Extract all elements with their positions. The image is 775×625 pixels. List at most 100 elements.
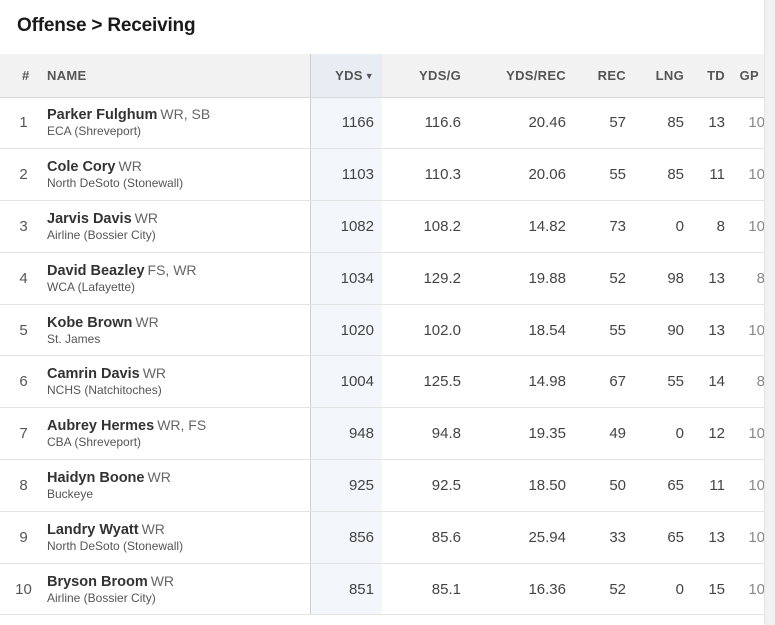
player-school: ECA (Shreveport) bbox=[47, 124, 142, 139]
header-rec[interactable]: REC bbox=[574, 54, 634, 98]
yds-per-game-cell: 85.1 bbox=[382, 563, 469, 616]
yds-per-game-cell: 92.5 bbox=[382, 459, 469, 512]
player-name-link[interactable]: Haidyn Boone bbox=[47, 469, 145, 486]
player-cell: Parker Fulghum WR, SB ECA (Shreveport) bbox=[47, 97, 311, 150]
player-name-link[interactable]: Aubrey Hermes bbox=[47, 418, 155, 435]
lng-cell: 0 bbox=[634, 200, 692, 253]
yds-per-game-cell: 108.2 bbox=[382, 200, 469, 253]
vertical-scrollbar[interactable] bbox=[764, 0, 775, 625]
yds-per-rec-cell: 19.88 bbox=[469, 252, 574, 305]
header-yds-per-rec[interactable]: YDS/REC bbox=[469, 54, 574, 98]
yds-cell: 925 bbox=[310, 459, 382, 512]
table-row: 9 Landry Wyatt WR North DeSoto (Stonewall… bbox=[0, 511, 765, 564]
player-position: WR bbox=[134, 209, 158, 226]
player-position: WR bbox=[142, 365, 167, 382]
receiving-stats-table: # NAME YDS ▼ YDS/G YDS/REC REC LNG TD GP … bbox=[0, 54, 765, 616]
header-td[interactable]: TD bbox=[692, 54, 733, 98]
player-position: WR bbox=[147, 468, 171, 485]
player-name-link[interactable]: Camrin Davis bbox=[47, 366, 140, 383]
player-school: CBA (Shreveport) bbox=[47, 435, 142, 450]
rank-cell: 10 bbox=[0, 563, 47, 616]
player-position: WR bbox=[141, 520, 165, 537]
player-position: WR bbox=[135, 313, 159, 330]
player-name-link[interactable]: Cole Cory bbox=[47, 159, 116, 176]
player-school: St. James bbox=[47, 331, 101, 346]
yds-per-rec-cell: 14.98 bbox=[469, 355, 574, 409]
lng-cell: 65 bbox=[634, 511, 692, 564]
header-yds-per-game[interactable]: YDS/G bbox=[382, 54, 469, 98]
player-cell: Kobe Brown WR St. James bbox=[47, 304, 311, 357]
header-gp[interactable]: GP bbox=[733, 54, 765, 98]
yds-cell: 856 bbox=[310, 511, 382, 564]
rank-cell: 7 bbox=[0, 407, 47, 461]
player-cell: Haidyn Boone WR Buckeye bbox=[47, 459, 311, 512]
lng-cell: 65 bbox=[634, 459, 692, 512]
td-cell: 13 bbox=[692, 511, 733, 564]
table-row: 4 David Beazley FS, WR WCA (Lafayette) 10… bbox=[0, 252, 765, 305]
header-yds-label: YDS bbox=[335, 67, 363, 83]
header-rank: # bbox=[0, 54, 47, 98]
table-row: 10 Bryson Broom WR Airline (Bossier City)… bbox=[0, 563, 765, 616]
rec-cell: 57 bbox=[574, 97, 634, 150]
player-name-link[interactable]: Landry Wyatt bbox=[47, 521, 139, 538]
rank-cell: 8 bbox=[0, 459, 47, 512]
gp-cell: 10 bbox=[733, 304, 765, 357]
table-body: 1 Parker Fulghum WR, SB ECA (Shreveport) … bbox=[0, 97, 765, 616]
rec-cell: 52 bbox=[574, 563, 634, 616]
rank-cell: 4 bbox=[0, 252, 47, 305]
yds-per-rec-cell: 20.06 bbox=[469, 148, 574, 202]
table-row: 8 Haidyn Boone WR Buckeye 925 92.5 18.50 … bbox=[0, 459, 765, 512]
rec-cell: 55 bbox=[574, 304, 634, 357]
gp-cell: 8 bbox=[733, 252, 765, 305]
player-cell: Camrin Davis WR NCHS (Natchitoches) bbox=[47, 355, 311, 409]
table-header-row: # NAME YDS ▼ YDS/G YDS/REC REC LNG TD GP bbox=[0, 54, 765, 98]
player-school: WCA (Lafayette) bbox=[47, 279, 136, 294]
sort-descending-icon: ▼ bbox=[364, 70, 374, 81]
player-name-link[interactable]: Jarvis Davis bbox=[47, 210, 132, 227]
rank-cell: 5 bbox=[0, 304, 47, 357]
player-name-link[interactable]: David Beazley bbox=[47, 262, 145, 279]
player-school: Buckeye bbox=[47, 486, 94, 501]
yds-per-game-cell: 102.0 bbox=[382, 304, 469, 357]
yds-cell: 1020 bbox=[310, 304, 382, 357]
td-cell: 13 bbox=[692, 252, 733, 305]
player-position: WR bbox=[118, 158, 142, 175]
player-name-link[interactable]: Parker Fulghum bbox=[47, 107, 158, 124]
rank-cell: 6 bbox=[0, 355, 47, 409]
yds-per-game-cell: 116.6 bbox=[382, 97, 469, 150]
player-cell: Jarvis Davis WR Airline (Bossier City) bbox=[47, 200, 311, 253]
rank-cell: 9 bbox=[0, 511, 47, 564]
player-school: Airline (Bossier City) bbox=[47, 590, 156, 605]
header-lng[interactable]: LNG bbox=[634, 54, 692, 98]
table-row: 2 Cole Cory WR North DeSoto (Stonewall) 1… bbox=[0, 148, 765, 202]
header-name[interactable]: NAME bbox=[47, 54, 311, 98]
lng-cell: 0 bbox=[634, 563, 692, 616]
gp-cell: 10 bbox=[733, 511, 765, 564]
player-school: Airline (Bossier City) bbox=[47, 227, 156, 242]
td-cell: 8 bbox=[692, 200, 733, 253]
player-name-link[interactable]: Bryson Broom bbox=[47, 573, 148, 590]
lng-cell: 90 bbox=[634, 304, 692, 357]
player-name-link[interactable]: Kobe Brown bbox=[47, 314, 133, 331]
gp-cell: 8 bbox=[733, 355, 765, 409]
gp-cell: 10 bbox=[733, 407, 765, 461]
player-cell: Cole Cory WR North DeSoto (Stonewall) bbox=[47, 148, 311, 202]
yds-per-game-cell: 129.2 bbox=[382, 252, 469, 305]
gp-cell: 10 bbox=[733, 459, 765, 512]
yds-per-rec-cell: 18.54 bbox=[469, 304, 574, 357]
player-school: North DeSoto (Stonewall) bbox=[47, 538, 184, 553]
yds-cell: 948 bbox=[310, 407, 382, 461]
rank-cell: 1 bbox=[0, 97, 47, 150]
yds-cell: 1166 bbox=[310, 97, 382, 150]
rank-cell: 2 bbox=[0, 148, 47, 202]
gp-cell: 10 bbox=[733, 563, 765, 616]
lng-cell: 85 bbox=[634, 148, 692, 202]
header-yds[interactable]: YDS ▼ bbox=[310, 54, 382, 98]
yds-per-game-cell: 94.8 bbox=[382, 407, 469, 461]
td-cell: 12 bbox=[692, 407, 733, 461]
player-cell: Aubrey Hermes WR, FS CBA (Shreveport) bbox=[47, 407, 311, 461]
player-position: WR, SB bbox=[160, 106, 211, 123]
yds-per-game-cell: 85.6 bbox=[382, 511, 469, 564]
table-row: 3 Jarvis Davis WR Airline (Bossier City) … bbox=[0, 200, 765, 253]
rank-cell: 3 bbox=[0, 200, 47, 253]
